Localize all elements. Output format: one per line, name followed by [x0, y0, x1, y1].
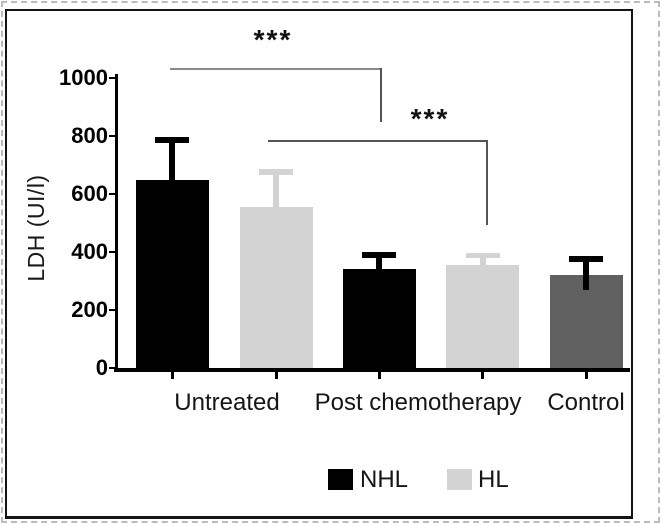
- legend-swatch: [328, 469, 353, 490]
- significance-bracket-drop: [380, 68, 382, 122]
- bar: [549, 275, 623, 368]
- legend-swatch: [447, 469, 472, 490]
- y-tick: [109, 76, 115, 80]
- y-tick: [109, 134, 115, 138]
- x-axis-line: [114, 368, 630, 372]
- legend-label: NHL: [360, 466, 409, 493]
- significance-stars: ***: [410, 103, 450, 134]
- significance-bracket-line: [170, 68, 381, 70]
- significance-bracket-drop: [486, 140, 488, 225]
- x-axis-label: Post chemotherapy: [314, 389, 522, 416]
- y-tick-label: 800: [71, 123, 108, 148]
- x-tick: [584, 371, 588, 379]
- bar: [446, 265, 519, 368]
- y-tick: [109, 250, 115, 254]
- error-bar-cap: [465, 252, 500, 259]
- error-bar-cap: [569, 256, 603, 262]
- y-axis-title: LDH (UI/l): [23, 174, 49, 282]
- x-tick: [274, 371, 278, 379]
- error-bar-stem: [479, 254, 486, 281]
- x-tick: [170, 371, 174, 379]
- error-bar-stem: [273, 171, 279, 223]
- bar: [342, 269, 416, 368]
- y-tick-label: 0: [95, 355, 108, 380]
- x-tick: [481, 371, 484, 379]
- error-bar-cap: [362, 252, 396, 258]
- error-bar-cap: [155, 137, 189, 143]
- error-bar-stem: [169, 139, 175, 195]
- error-bar-stem: [583, 258, 589, 291]
- y-tick-label: 1000: [59, 65, 108, 90]
- y-tick: [109, 308, 115, 312]
- legend-label: HL: [478, 466, 509, 493]
- figure-frame: [5, 9, 633, 519]
- bar: [239, 207, 313, 368]
- error-bar-cap: [259, 169, 293, 175]
- error-bar-stem: [376, 254, 382, 285]
- y-tick-label: 400: [71, 239, 108, 264]
- y-tick-label: 600: [71, 181, 108, 206]
- y-axis-line: [115, 74, 118, 370]
- x-tick: [377, 371, 381, 379]
- significance-bracket-line: [268, 140, 487, 142]
- x-axis-label: Control: [547, 389, 625, 416]
- x-axis-label: Untreated: [174, 389, 280, 416]
- significance-stars: ***: [253, 24, 293, 55]
- bar: [135, 179, 209, 368]
- y-tick-label: 200: [71, 297, 108, 322]
- y-tick: [109, 192, 115, 196]
- y-tick: [109, 366, 115, 370]
